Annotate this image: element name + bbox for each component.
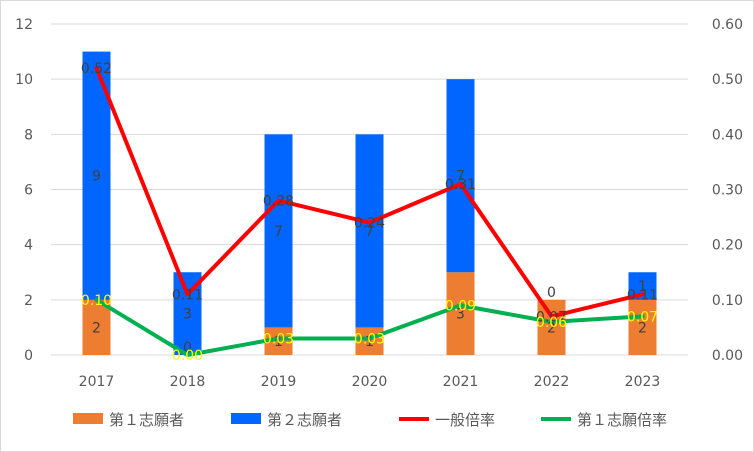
x-tick-label: 2022 bbox=[534, 374, 570, 390]
legend-label: 第１志願者 bbox=[109, 411, 184, 429]
y-right-tick-label: 0.30 bbox=[712, 183, 743, 199]
bar-data-label: 1 bbox=[365, 334, 374, 350]
bar-data-label: 3 bbox=[183, 307, 192, 323]
y-left-tick-label: 0 bbox=[24, 348, 33, 364]
x-tick-label: 2020 bbox=[352, 374, 388, 390]
line-data-label: 0.11 bbox=[172, 287, 203, 303]
series-line bbox=[94, 66, 645, 319]
legend-swatch bbox=[231, 413, 261, 424]
line-data-label: 0.07 bbox=[536, 309, 567, 325]
bar-data-label: 2 bbox=[92, 320, 101, 336]
legend-label: 一般倍率 bbox=[435, 411, 495, 429]
line-data-label: 0.00 bbox=[172, 348, 203, 364]
legend[interactable]: 第１志願者 第２志願者 一般倍率 第１志願倍率 bbox=[73, 411, 667, 429]
bar-data-label: 9 bbox=[92, 169, 101, 185]
y-left-tick-label: 8 bbox=[24, 127, 33, 143]
x-tick-label: 2021 bbox=[443, 374, 479, 390]
series-line bbox=[94, 297, 645, 357]
bar bbox=[628, 299, 657, 355]
line-data-label: 0.28 bbox=[263, 194, 294, 210]
y-left-tick-label: 12 bbox=[15, 17, 33, 33]
bar-series bbox=[82, 51, 657, 355]
bar-data-label: 0 bbox=[183, 340, 192, 356]
y-left-tick-label: 10 bbox=[15, 72, 33, 88]
line-data-label: 0.52 bbox=[81, 61, 112, 77]
bar-data-label: 2 bbox=[547, 320, 556, 336]
y-right-tick-label: 0.40 bbox=[712, 127, 743, 143]
line-data-label: 0.07 bbox=[627, 309, 658, 325]
y-right-tick-label: 0.20 bbox=[712, 238, 743, 254]
y-right-tick-label: 0.00 bbox=[712, 348, 743, 364]
bar bbox=[355, 327, 384, 355]
line-data-label: 0.09 bbox=[445, 298, 476, 314]
x-tick-label: 2019 bbox=[261, 374, 297, 390]
line-data-label: 0.03 bbox=[354, 331, 385, 347]
y-right-tick-label: 0.10 bbox=[712, 293, 743, 309]
bar-data-label: 3 bbox=[456, 307, 465, 323]
line-data-label: 0.24 bbox=[354, 216, 385, 232]
line-data-label: 0.03 bbox=[263, 331, 294, 347]
bar-data-label: 7 bbox=[365, 224, 374, 240]
bar bbox=[264, 134, 293, 328]
x-tick-label: 2017 bbox=[79, 374, 115, 390]
legend-swatch bbox=[73, 413, 103, 424]
y-right-tick-label: 0.60 bbox=[712, 17, 743, 33]
bar-data-label: 7 bbox=[456, 169, 465, 185]
bar-data-label: 1 bbox=[274, 334, 283, 350]
bar-data-label: 7 bbox=[274, 224, 283, 240]
bar-data-label: 0 bbox=[547, 285, 556, 301]
bar bbox=[82, 299, 111, 355]
y-left-tick-label: 2 bbox=[24, 293, 33, 309]
line-data-label: 0.06 bbox=[536, 315, 567, 331]
legend-label: 第１志願倍率 bbox=[577, 411, 667, 429]
bar-data-label: 2 bbox=[638, 320, 647, 336]
x-tick-label: 2018 bbox=[170, 374, 206, 390]
line-series bbox=[94, 66, 645, 357]
axis-tick-labels: 0246810120.000.100.200.300.400.500.60201… bbox=[15, 17, 743, 390]
line-data-label: 0.11 bbox=[627, 287, 658, 303]
bar bbox=[355, 134, 384, 328]
x-tick-label: 2023 bbox=[625, 374, 661, 390]
legend-label: 第２志願者 bbox=[267, 411, 342, 429]
line-data-label: 0.10 bbox=[81, 293, 112, 309]
bar bbox=[446, 272, 475, 355]
bar bbox=[446, 79, 475, 273]
bar bbox=[537, 299, 566, 355]
y-left-tick-label: 6 bbox=[24, 183, 33, 199]
bar-data-label: 1 bbox=[638, 279, 647, 295]
y-right-tick-label: 0.50 bbox=[712, 72, 743, 88]
line-data-label: 0.31 bbox=[445, 177, 476, 193]
y-left-tick-label: 4 bbox=[24, 238, 33, 254]
